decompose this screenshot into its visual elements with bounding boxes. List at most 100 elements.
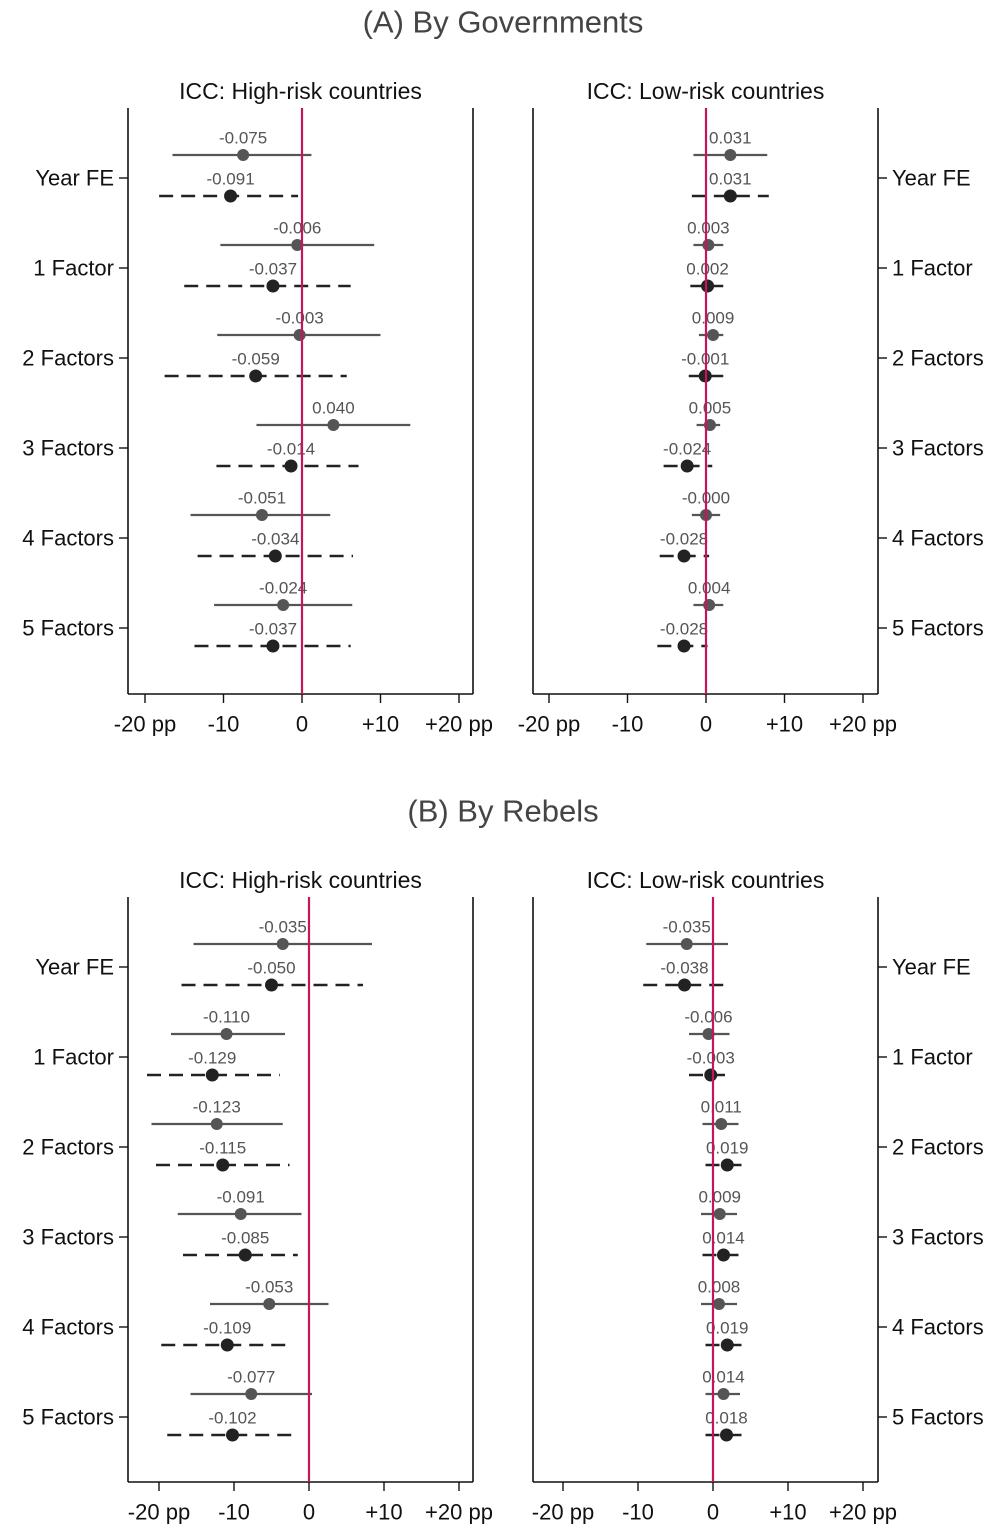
section-title: (A) By Governments — [363, 5, 644, 40]
estimate-label: 0.019 — [706, 1319, 749, 1338]
estimate-label: -0.091 — [217, 1188, 265, 1207]
point-estimate-dashed — [284, 459, 298, 473]
estimate-label: -0.053 — [245, 1278, 293, 1297]
point-estimate-dashed — [680, 459, 694, 473]
estimate-label: -0.091 — [206, 170, 254, 189]
estimate-label: 0.004 — [688, 579, 731, 598]
point-estimate-solid — [255, 509, 268, 521]
estimate-label: -0.115 — [199, 1139, 246, 1158]
row-label: Year FE — [892, 166, 971, 191]
point-estimate-solid — [263, 1298, 276, 1310]
x-tick-label: -10 — [622, 1500, 654, 1525]
point-estimate-solid — [220, 1028, 233, 1040]
estimate-label: 0.040 — [312, 399, 355, 418]
estimate-label: 0.011 — [701, 1098, 742, 1117]
x-tick-label: -20 pp — [518, 712, 580, 737]
estimate-label: -0.006 — [684, 1008, 732, 1027]
x-tick-label: -10 — [218, 1500, 250, 1525]
point-estimate-solid — [291, 239, 304, 251]
estimate-label: 0.003 — [687, 219, 730, 238]
estimate-label: 0.002 — [686, 260, 729, 279]
x-tick-label: +20 pp — [425, 712, 493, 737]
point-estimate-dashed — [238, 1248, 252, 1262]
point-estimate-solid — [702, 1028, 715, 1040]
row-label: 2 Factors — [892, 346, 984, 371]
estimate-label: 0.009 — [698, 1188, 741, 1207]
estimate-label: -0.006 — [273, 219, 321, 238]
estimate-label: -0.024 — [663, 440, 711, 459]
point-estimate-dashed — [701, 279, 715, 293]
panel-title: ICC: Low-risk countries — [587, 867, 825, 893]
estimate-label: -0.110 — [203, 1008, 250, 1027]
estimate-label: -0.034 — [251, 530, 299, 549]
estimate-label: -0.037 — [249, 620, 297, 639]
point-estimate-dashed — [720, 1338, 734, 1352]
point-estimate-dashed — [720, 1158, 734, 1172]
estimate-label: -0.038 — [660, 959, 708, 978]
estimate-label: -0.035 — [259, 918, 307, 937]
row-label: 4 Factors — [22, 526, 114, 551]
point-estimate-dashed — [677, 639, 691, 653]
point-estimate-solid — [234, 1208, 247, 1220]
point-estimate-dashed — [224, 189, 238, 203]
x-tick-label: +10 — [365, 1500, 402, 1525]
estimate-label: -0.051 — [238, 489, 286, 508]
point-estimate-dashed — [265, 978, 278, 992]
x-tick-label: -20 pp — [128, 1500, 190, 1525]
row-label: 5 Factors — [22, 1405, 114, 1430]
estimate-label: 0.014 — [702, 1229, 745, 1248]
row-label: Year FE — [35, 166, 114, 191]
x-tick-label: 0 — [700, 712, 712, 737]
x-tick-label: +20 pp — [829, 712, 897, 737]
x-tick-label: -20 pp — [114, 712, 176, 737]
row-label: 4 Factors — [892, 526, 984, 551]
row-label: 2 Factors — [22, 346, 114, 371]
x-tick-label: 0 — [296, 712, 308, 737]
row-label: 3 Factors — [22, 1225, 114, 1250]
point-estimate-dashed — [720, 1428, 733, 1442]
estimate-label: -0.050 — [247, 959, 295, 978]
estimate-label: -0.123 — [193, 1098, 241, 1117]
estimate-label: 0.031 — [709, 170, 752, 189]
x-tick-label: +10 — [766, 712, 803, 737]
estimate-label: -0.102 — [208, 1409, 256, 1428]
point-estimate-solid — [715, 1118, 728, 1130]
estimate-label: 0.005 — [689, 399, 732, 418]
section-title: (B) By Rebels — [407, 794, 598, 829]
x-tick-label: +20 pp — [425, 1500, 493, 1525]
point-estimate-dashed — [216, 1158, 230, 1172]
x-tick-label: -10 — [208, 712, 240, 737]
row-label: 5 Factors — [892, 616, 984, 641]
row-label: 1 Factor — [33, 256, 114, 281]
estimate-label: -0.059 — [232, 350, 280, 369]
estimate-label: -0.014 — [267, 440, 315, 459]
estimate-label: 0.009 — [692, 309, 735, 328]
estimate-label: -0.109 — [203, 1319, 251, 1338]
point-estimate-dashed — [226, 1428, 239, 1442]
point-estimate-solid — [245, 1388, 258, 1400]
x-tick-label: +20 pp — [829, 1500, 897, 1525]
estimate-label: -0.003 — [687, 1049, 735, 1068]
point-estimate-dashed — [205, 1068, 219, 1082]
row-label: 1 Factor — [892, 1045, 973, 1070]
point-estimate-solid — [713, 1208, 726, 1220]
estimate-label: -0.085 — [221, 1229, 269, 1248]
estimate-label: -0.077 — [227, 1368, 275, 1387]
estimate-label: 0.018 — [705, 1409, 748, 1428]
point-estimate-solid — [276, 938, 289, 950]
x-tick-label: +10 — [769, 1500, 806, 1525]
row-label: 1 Factor — [892, 256, 973, 281]
panel-title: ICC: High-risk countries — [179, 867, 422, 893]
estimate-label: -0.028 — [660, 620, 708, 639]
point-estimate-dashed — [704, 1068, 718, 1082]
row-label: Year FE — [892, 955, 971, 980]
panel-title: ICC: Low-risk countries — [587, 78, 825, 104]
point-estimate-solid — [724, 149, 737, 161]
x-tick-label: 0 — [303, 1500, 315, 1525]
estimate-label: 0.031 — [709, 129, 752, 148]
row-label: Year FE — [35, 955, 114, 980]
row-label: 2 Factors — [22, 1135, 114, 1160]
x-tick-label: +10 — [362, 712, 399, 737]
point-estimate-solid — [210, 1118, 223, 1130]
